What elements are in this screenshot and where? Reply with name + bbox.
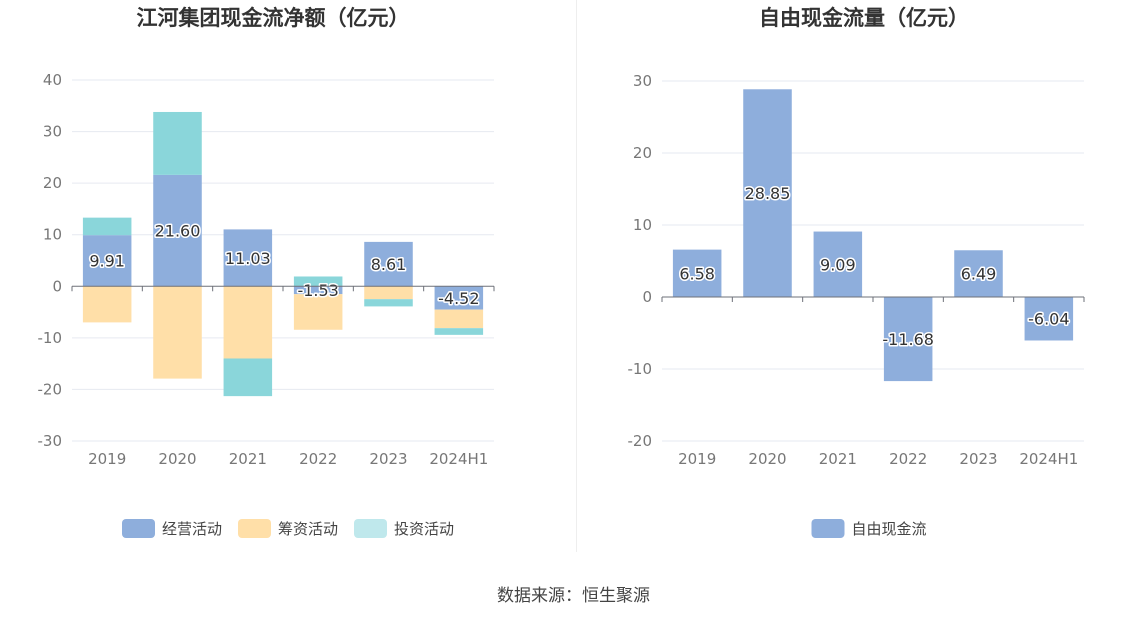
data-label: -4.52 [438, 289, 479, 308]
bar-投资活动 [434, 328, 484, 335]
y-tick-label: -20 [38, 380, 63, 398]
y-tick-label: -10 [628, 360, 653, 378]
x-tick-label: 2019 [88, 450, 126, 468]
bar-经营活动 [82, 235, 132, 287]
bar-自由现金流 [672, 249, 722, 297]
bar-投资活动 [82, 217, 132, 236]
chart-title: 自由现金流量（亿元） [759, 6, 969, 30]
data-label: 21.60 [155, 222, 201, 241]
bar-筹资活动 [293, 294, 343, 330]
legend-swatch [238, 519, 271, 538]
data-label: -11.68 [882, 330, 934, 349]
y-tick-label: -30 [38, 432, 63, 450]
net-cashflow-chart: 江河集团现金流净额（亿元） 40 30 20 10 0 -10 -20 -30 2019 2020 2… [38, 6, 495, 538]
legend-label: 自由现金流 [852, 520, 927, 538]
free-cashflow-chart: 自由现金流量（亿元） 30 20 10 0 -10 -20 2019 2020 2021 2022 2… [628, 6, 1085, 538]
y-tick-label: 10 [43, 226, 62, 244]
data-label: 9.09 [820, 255, 856, 274]
x-tick-label: 2022 [889, 450, 927, 468]
bar-筹资活动 [434, 309, 484, 329]
legend-swatch [122, 519, 155, 538]
x-tick-label: 2023 [369, 450, 407, 468]
bar-自由现金流 [1024, 297, 1074, 341]
y-tick-label: 10 [633, 216, 652, 234]
bar-自由现金流 [954, 250, 1003, 297]
legend-swatch [811, 519, 845, 538]
bar-筹资活动 [223, 286, 273, 359]
legend-label: 投资活动 [394, 520, 454, 538]
x-tick-label: 2022 [299, 450, 337, 468]
data-label: 6.49 [961, 265, 997, 284]
x-tick-label: 2024H1 [1019, 450, 1078, 468]
bar-自由现金流 [743, 89, 792, 297]
data-label: -1.53 [297, 281, 338, 300]
bar-投资活动 [223, 358, 273, 397]
bar-筹资活动 [364, 286, 413, 300]
y-tick-label: 40 [43, 71, 62, 89]
chart-divider [576, 0, 577, 552]
bar-投资活动 [153, 111, 202, 175]
x-tick-label: 2021 [229, 450, 267, 468]
bar-投资活动 [364, 299, 413, 307]
bar-经营活动 [293, 286, 343, 295]
bar-经营活动 [434, 286, 484, 310]
legend-label: 经营活动 [162, 520, 222, 538]
bar-自由现金流 [813, 231, 863, 297]
bar-筹资活动 [153, 286, 202, 379]
y-tick-label: -10 [38, 329, 63, 347]
x-tick-label: 2020 [748, 450, 786, 468]
x-tick-label: 2020 [158, 450, 196, 468]
x-tick-label: 2023 [959, 450, 997, 468]
chart-title: 江河集团现金流净额（亿元） [137, 6, 410, 30]
bar-自由现金流 [883, 297, 933, 382]
y-tick-label: 0 [642, 288, 652, 306]
y-tick-label: -20 [628, 432, 653, 450]
data-label: 8.61 [371, 255, 407, 274]
y-tick-label: 0 [52, 277, 62, 295]
bar-经营活动 [153, 174, 202, 287]
bar-投资活动 [293, 276, 343, 287]
y-tick-label: 20 [633, 144, 652, 162]
data-label: 9.91 [89, 252, 125, 271]
y-tick-label: 20 [43, 174, 62, 192]
y-tick-label: 30 [633, 72, 652, 90]
legend-swatch [354, 519, 387, 538]
data-label: -6.04 [1028, 310, 1069, 329]
data-label: 6.58 [679, 264, 715, 283]
bar-筹资活动 [82, 286, 132, 323]
x-tick-label: 2024H1 [429, 450, 488, 468]
bar-经营活动 [223, 229, 273, 287]
data-source: 数据来源：恒生聚源 [497, 586, 650, 606]
data-label: 11.03 [225, 249, 271, 268]
y-tick-label: 30 [43, 123, 62, 141]
legend-label: 筹资活动 [278, 520, 338, 538]
x-tick-label: 2021 [819, 450, 857, 468]
bar-经营活动 [364, 241, 413, 287]
x-tick-label: 2019 [678, 450, 716, 468]
data-label: 28.85 [745, 184, 791, 203]
